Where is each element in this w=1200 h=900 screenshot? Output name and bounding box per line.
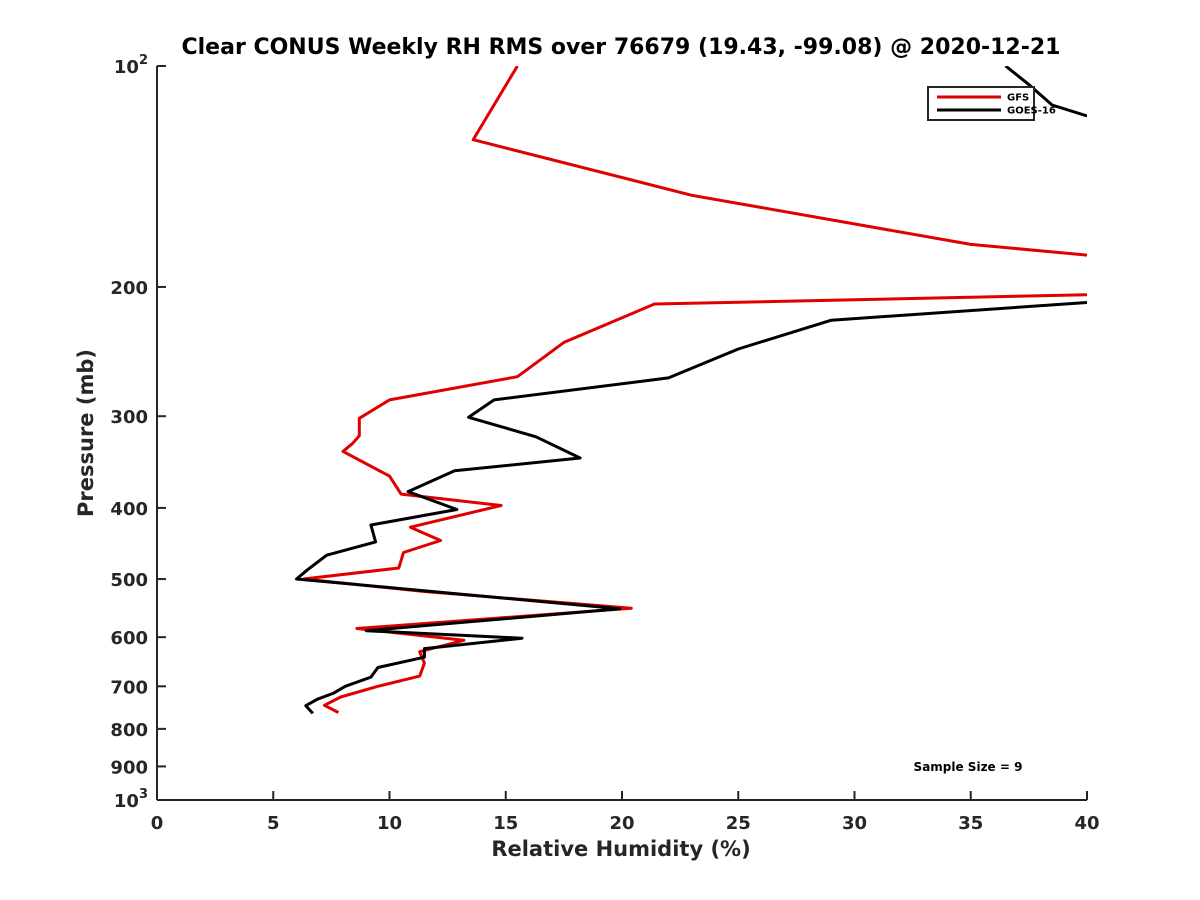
x-tick-label: 30 [842,813,867,834]
y-tick-label: 700 [110,677,148,698]
x-tick-label: 25 [726,813,751,834]
series-line-gfs [302,293,1087,714]
axes: 0 5 10 15 20 25 30 35 40 102 200 300 400 500 600 700 800… [110,53,1099,834]
y-tick-label: 600 [110,628,148,649]
sample-size-annotation: Sample Size = 9 [914,760,1023,774]
series-layer [295,66,1087,715]
x-axis-label: Relative Humidity (%) [491,837,750,861]
x-tick-label: 10 [377,813,402,834]
x-tick-label: 15 [493,813,518,834]
y-axis-label: Pressure (mb) [74,349,98,517]
y-tick-label: 200 [110,278,148,299]
x-tick-label: 40 [1074,813,1099,834]
x-tick-label: 0 [151,813,164,834]
y-tick-label: 103 [114,787,148,812]
series-line-gfs [471,66,1087,257]
x-tick-label: 20 [609,813,634,834]
y-tick-label: 400 [110,499,148,520]
x-tick-label: 5 [267,813,280,834]
series-line-goes-16 [295,301,1087,715]
chart-title: Clear CONUS Weekly RH RMS over 76679 (19… [182,35,1061,60]
y-tick-label: 800 [110,720,148,741]
y-tick-label: 900 [110,757,148,778]
legend: GFS GOES-16 [927,86,1056,121]
legend-box [927,86,1035,121]
y-tick-label: 300 [110,407,148,428]
x-tick-label: 35 [958,813,983,834]
legend-label-goes-16: GOES-16 [1007,106,1056,117]
series-line-goes-16 [1004,66,1087,118]
legend-label-gfs: GFS [1007,93,1029,104]
y-tick-label: 102 [114,53,148,78]
y-tick-label: 500 [110,570,148,591]
